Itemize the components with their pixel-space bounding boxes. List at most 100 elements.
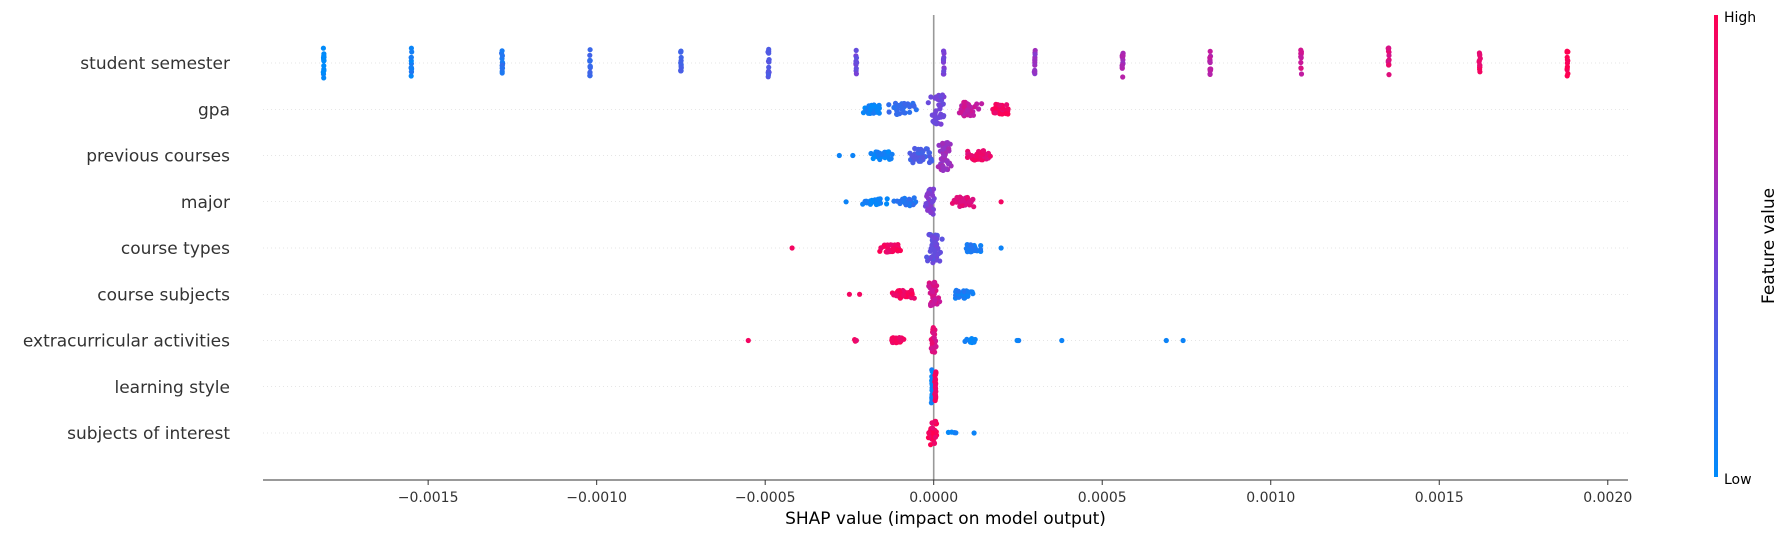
data-point [929,425,936,431]
data-point [949,200,956,206]
data-point [929,288,936,295]
data-point [894,198,900,204]
data-point [940,140,946,146]
data-point [1298,65,1304,71]
data-point [924,254,930,260]
data-point [931,119,937,125]
data-point [930,330,936,336]
data-point [941,152,947,158]
data-point [1000,105,1006,111]
data-point [1005,106,1011,112]
data-point [499,65,505,71]
data-point [929,199,935,205]
x-tick-label: 0.0000 [909,490,958,506]
data-point [992,105,998,111]
data-point [907,104,913,110]
data-point [587,47,593,53]
data-point [408,65,415,71]
x-tick-label: 0.0020 [1583,490,1632,506]
data-point [932,384,939,390]
data-point [1298,54,1304,60]
data-point [891,104,897,111]
data-point [1476,58,1482,64]
data-point [886,109,892,115]
data-point [499,48,505,54]
data-point [850,152,856,159]
data-point [932,297,938,303]
data-point [954,194,960,201]
data-point [901,292,907,298]
data-point [936,102,942,108]
data-point [889,337,895,343]
data-point [967,112,974,119]
data-point [926,150,932,156]
x-axis-title: SHAP value (impact on model output) [785,509,1106,529]
data-point [1059,337,1065,344]
data-point [926,159,933,166]
data-point [978,243,984,249]
data-point [968,242,974,248]
data-point [931,335,937,341]
x-tick-label: 0.0015 [1415,490,1464,506]
data-point [875,196,881,202]
data-point [946,146,952,152]
data-point [912,156,919,162]
data-point [992,110,998,116]
data-point [408,69,415,75]
data-point [931,235,937,241]
data-point [998,199,1004,205]
data-point [587,69,593,75]
data-point [931,440,938,446]
data-point [499,53,505,59]
data-point [976,106,982,112]
data-point [765,72,772,78]
data-point [999,111,1005,117]
data-point [789,245,795,251]
data-point [911,195,917,201]
feature-label: extracurricular activities [23,332,230,352]
data-point [408,55,414,61]
x-tick-label: −0.0010 [566,490,627,506]
data-point [926,430,932,436]
data-point [853,55,860,61]
data-point [857,291,863,297]
data-point [974,152,980,158]
data-point [927,248,933,254]
colorbar-title: Feature value [1759,188,1779,304]
data-point [853,71,860,77]
data-point [870,155,876,162]
data-point [928,209,934,215]
data-point [966,199,972,205]
data-point [915,146,921,152]
data-point [945,161,952,167]
data-point [941,113,947,119]
data-point [321,63,327,69]
data-point [1119,62,1125,68]
data-point [931,280,937,286]
data-point [1208,66,1214,72]
data-point [932,434,939,440]
data-point [678,48,684,54]
data-point [1032,47,1038,54]
data-point [884,153,891,159]
x-tick-label: −0.0005 [735,490,796,506]
feature-label: gpa [198,100,230,120]
data-point [409,49,415,55]
feature-label: student semester [80,54,230,74]
data-point [1298,49,1304,55]
data-point [888,242,894,248]
data-point [1032,51,1038,57]
data-point [678,60,684,66]
data-point [1564,64,1570,70]
feature-label: subjects of interest [67,424,230,444]
data-point [932,390,938,396]
data-point [1004,102,1010,108]
data-point [928,345,934,351]
data-point [893,340,899,346]
data-point [923,201,929,207]
data-point [878,151,884,157]
data-point [971,204,977,210]
data-point [1386,46,1392,52]
data-point [932,377,939,383]
data-point [971,430,977,436]
